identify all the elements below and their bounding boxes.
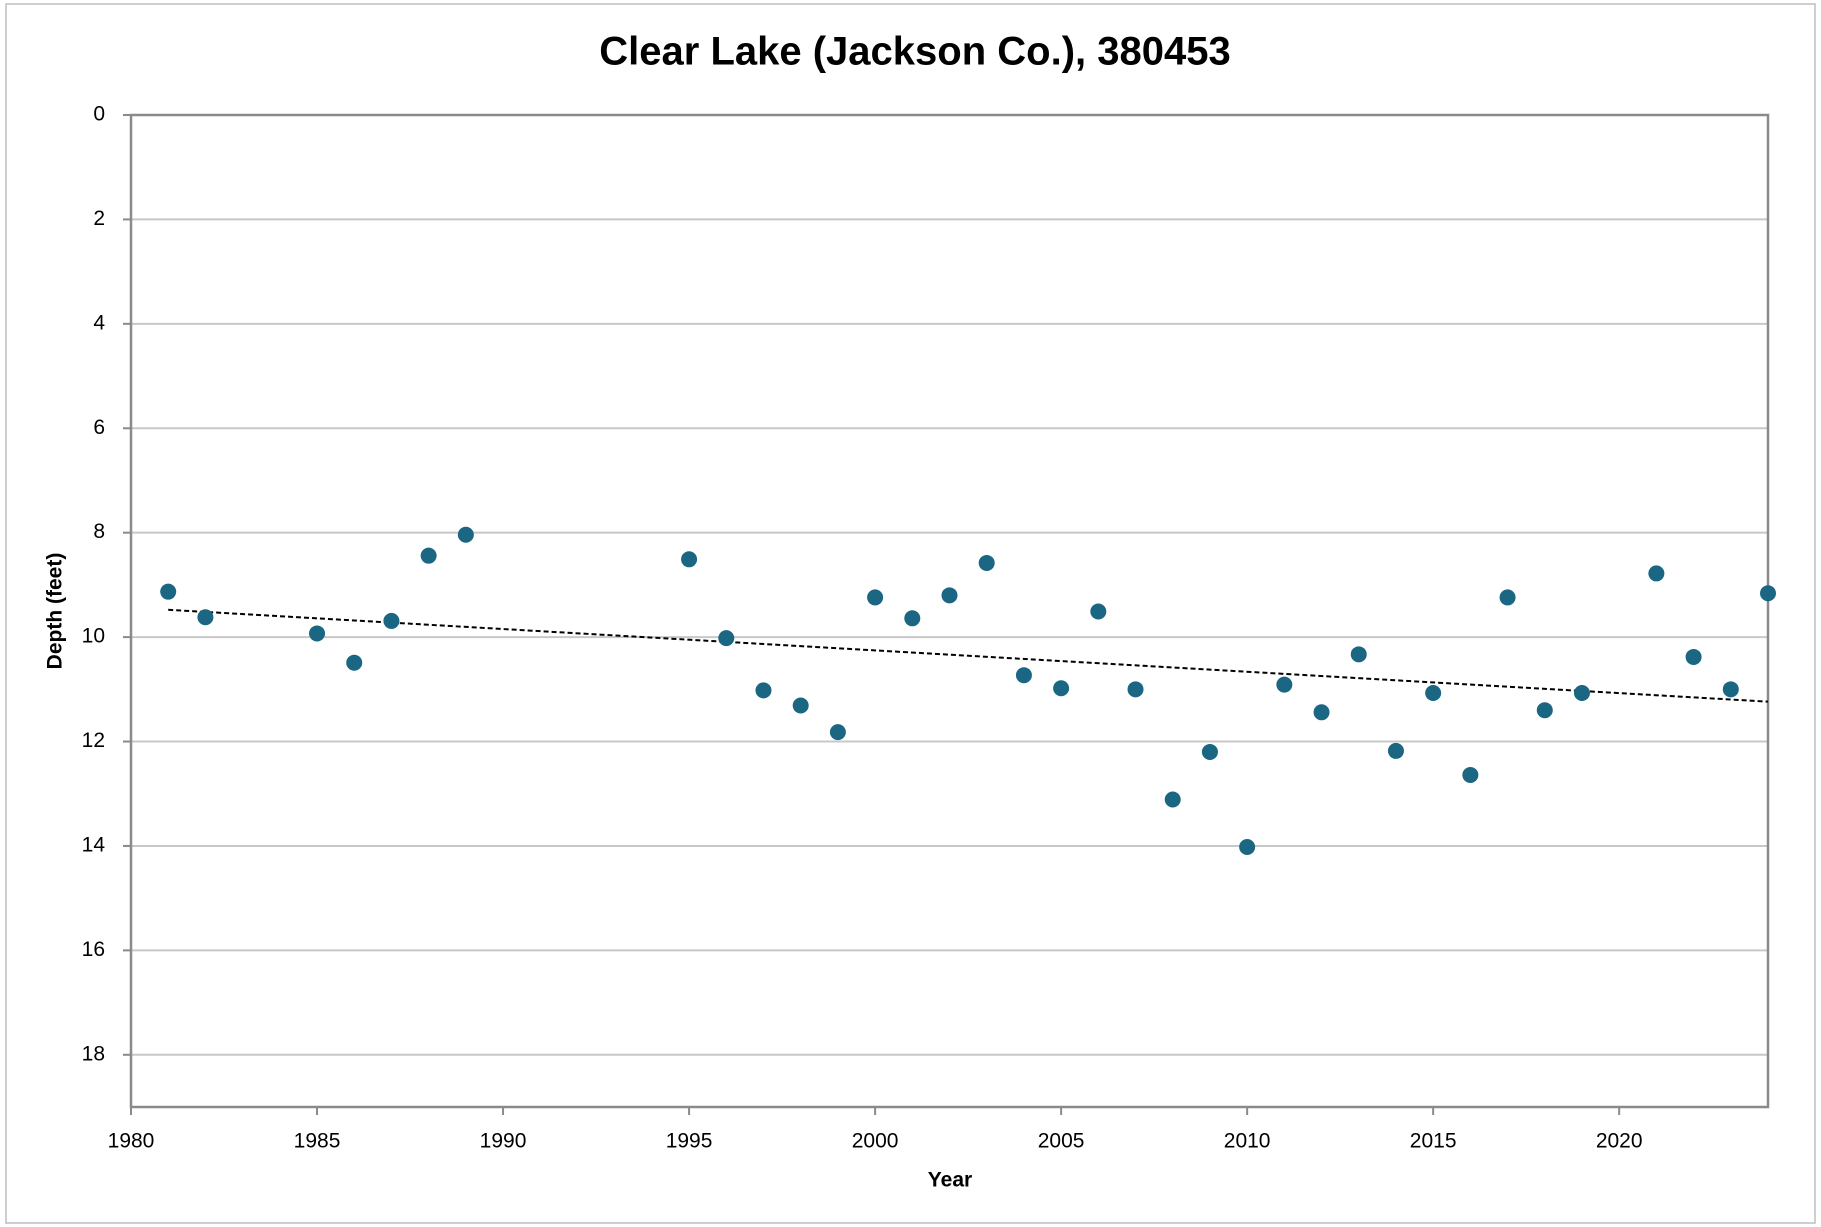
data-point xyxy=(309,625,326,642)
x-tick-label: 1990 xyxy=(480,1130,527,1153)
data-point xyxy=(718,630,735,647)
data-point xyxy=(1053,680,1070,697)
data-point xyxy=(1276,676,1293,693)
trendline xyxy=(168,608,1769,703)
y-tick-label: 8 xyxy=(93,520,105,543)
x-tick-label: 2010 xyxy=(1224,1130,1271,1153)
y-tick-label: 0 xyxy=(93,103,105,126)
data-point xyxy=(829,724,846,741)
y-tick-label: 12 xyxy=(82,729,105,752)
y-tick-label: 10 xyxy=(82,625,105,648)
data-point xyxy=(1499,589,1516,606)
data-point xyxy=(978,554,995,571)
y-axis-title: Depth (feet) xyxy=(44,553,67,670)
data-point xyxy=(1425,684,1442,701)
data-point xyxy=(420,547,437,564)
x-axis-title: Year xyxy=(928,1169,972,1192)
data-point xyxy=(1164,791,1181,808)
data-point xyxy=(1648,565,1665,582)
x-tick-label: 1980 xyxy=(108,1130,155,1153)
data-point xyxy=(792,697,809,714)
y-tick-label: 16 xyxy=(82,938,105,961)
data-point xyxy=(197,609,214,626)
data-point xyxy=(867,589,884,606)
y-tick-label: 4 xyxy=(93,311,105,334)
data-point xyxy=(941,587,958,604)
data-point xyxy=(1573,684,1590,701)
data-point xyxy=(904,610,921,627)
y-tick-label: 6 xyxy=(93,416,105,439)
data-point xyxy=(383,612,400,629)
data-point xyxy=(160,583,177,600)
x-tick-label: 1985 xyxy=(294,1130,341,1153)
data-point xyxy=(681,551,698,568)
data-point xyxy=(457,526,474,543)
chart-title: Clear Lake (Jackson Co.), 380453 xyxy=(599,30,1230,74)
data-point xyxy=(1090,603,1107,620)
x-tick-label: 2020 xyxy=(1596,1130,1643,1153)
x-tick-label: 2000 xyxy=(852,1130,899,1153)
data-point xyxy=(1387,742,1404,759)
data-point xyxy=(1201,743,1218,760)
data-point xyxy=(1536,702,1553,719)
y-tick-label: 18 xyxy=(82,1042,105,1065)
data-point xyxy=(1685,648,1702,665)
y-tick-label: 14 xyxy=(82,833,106,856)
plot-border xyxy=(129,113,1770,1109)
data-point xyxy=(1462,766,1479,783)
data-point xyxy=(1127,681,1144,698)
data-point xyxy=(1015,667,1032,684)
data-point xyxy=(1313,704,1330,721)
x-tick-label: 2005 xyxy=(1038,1130,1085,1153)
data-point xyxy=(1722,681,1739,698)
data-point xyxy=(755,682,772,699)
y-tick-label: 2 xyxy=(93,207,105,230)
x-tick-label: 1995 xyxy=(666,1130,713,1153)
data-point xyxy=(1760,585,1776,602)
data-point xyxy=(1239,838,1256,855)
data-point xyxy=(346,654,363,671)
data-point xyxy=(1350,646,1367,663)
x-tick-label: 2015 xyxy=(1410,1130,1457,1153)
